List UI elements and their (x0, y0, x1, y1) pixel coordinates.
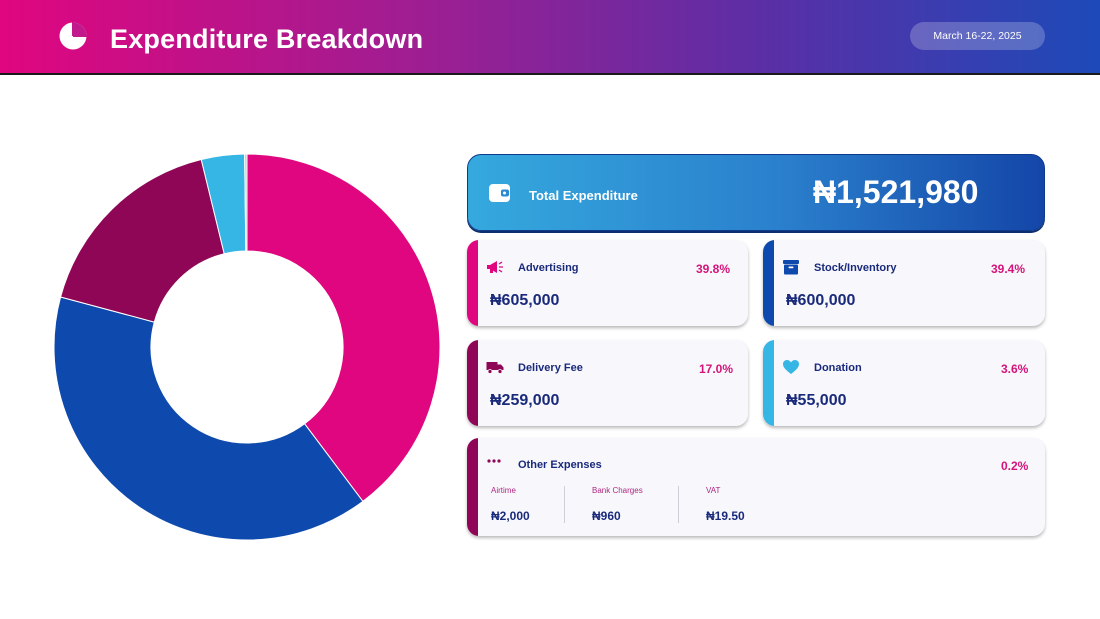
donut-slice-other-expenses[interactable] (244, 153, 248, 252)
advertising-label: Advertising (518, 262, 579, 274)
delivery-fee-color-bar (467, 340, 478, 426)
header-banner: Expenditure Breakdown March 16-22, 2025 (0, 0, 1100, 75)
archive-box-icon (783, 260, 799, 275)
donut-slice-stock-inventory[interactable] (53, 296, 364, 541)
advertising-card[interactable]: Advertising 39.8% ₦605,000 (467, 240, 748, 326)
vat-item: VAT ₦19.50 (706, 486, 745, 523)
vat-value: ₦19.50 (706, 509, 745, 523)
delivery-fee-value: ₦259,000 (490, 392, 560, 409)
vat-label: VAT (706, 486, 721, 495)
bank-charges-item: Bank Charges ₦960 (592, 486, 643, 523)
airtime-value: ₦2,000 (491, 509, 530, 523)
airtime-label: Airtime (491, 486, 516, 495)
page-title: Expenditure Breakdown (110, 24, 424, 54)
megaphone-icon (487, 261, 503, 273)
truck-icon (486, 362, 504, 374)
donation-color-bar (763, 340, 774, 426)
pie-chart-icon (59, 22, 87, 50)
expenditure-donut-chart (53, 153, 441, 541)
total-expenditure-card: Total Expenditure ₦1,521,980 (467, 154, 1045, 231)
other-expenses-color-bar (467, 438, 478, 536)
divider (564, 486, 565, 523)
divider (678, 486, 679, 523)
donation-card[interactable]: Donation 3.6% ₦55,000 (763, 340, 1045, 426)
other-expenses-percent: 0.2% (1001, 459, 1029, 473)
bank-charges-label: Bank Charges (592, 486, 643, 495)
donation-percent: 3.6% (1001, 362, 1029, 376)
donut-slice-advertising[interactable] (246, 153, 441, 503)
stock-inventory-label: Stock/Inventory (814, 262, 897, 274)
wallet-icon (489, 184, 510, 202)
total-expenditure-value: ₦1,521,980 (813, 174, 979, 210)
advertising-color-bar (467, 240, 478, 326)
other-expenses-label: Other Expenses (518, 459, 602, 471)
date-range-badge[interactable]: March 16-22, 2025 (910, 22, 1045, 50)
bank-charges-value: ₦960 (592, 509, 621, 523)
heart-icon (783, 360, 799, 374)
stock-inventory-card[interactable]: Stock/Inventory 39.4% ₦600,000 (763, 240, 1045, 326)
stock-inventory-color-bar (763, 240, 774, 326)
advertising-value: ₦605,000 (490, 292, 560, 309)
donut-slice-delivery-fee[interactable] (59, 158, 225, 323)
airtime-item: Airtime ₦2,000 (491, 486, 530, 523)
donation-value: ₦55,000 (786, 392, 847, 409)
delivery-fee-label: Delivery Fee (518, 362, 583, 374)
other-expenses-card[interactable]: Other Expenses 0.2% Airtime ₦2,000 Bank … (467, 438, 1045, 536)
stock-inventory-value: ₦600,000 (786, 292, 856, 309)
total-expenditure-label: Total Expenditure (529, 188, 638, 203)
stock-inventory-percent: 39.4% (991, 262, 1026, 276)
delivery-fee-card[interactable]: Delivery Fee 17.0% ₦259,000 (467, 340, 748, 426)
donation-label: Donation (814, 362, 862, 374)
advertising-percent: 39.8% (696, 262, 731, 276)
delivery-fee-percent: 17.0% (699, 362, 734, 376)
ellipsis-icon (487, 459, 501, 463)
